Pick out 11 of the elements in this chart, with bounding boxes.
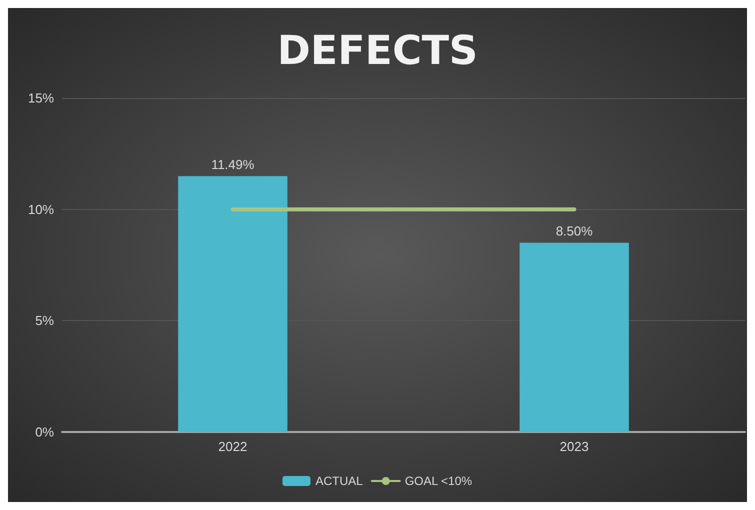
- x-tick-label: 2022: [218, 439, 248, 454]
- legend-label: GOAL <10%: [404, 474, 472, 488]
- y-tick-label: 15%: [28, 90, 54, 106]
- x-tick-label: 2023: [560, 439, 589, 454]
- legend-label: ACTUAL: [315, 474, 364, 488]
- y-tick-label: 5%: [35, 313, 54, 328]
- data-label: 8.50%: [556, 224, 594, 239]
- y-tick-label: 0%: [35, 424, 54, 440]
- y-tick-label: 10%: [28, 202, 54, 217]
- data-label: 11.49%: [211, 157, 255, 172]
- chart-title: DEFECTS: [277, 28, 478, 74]
